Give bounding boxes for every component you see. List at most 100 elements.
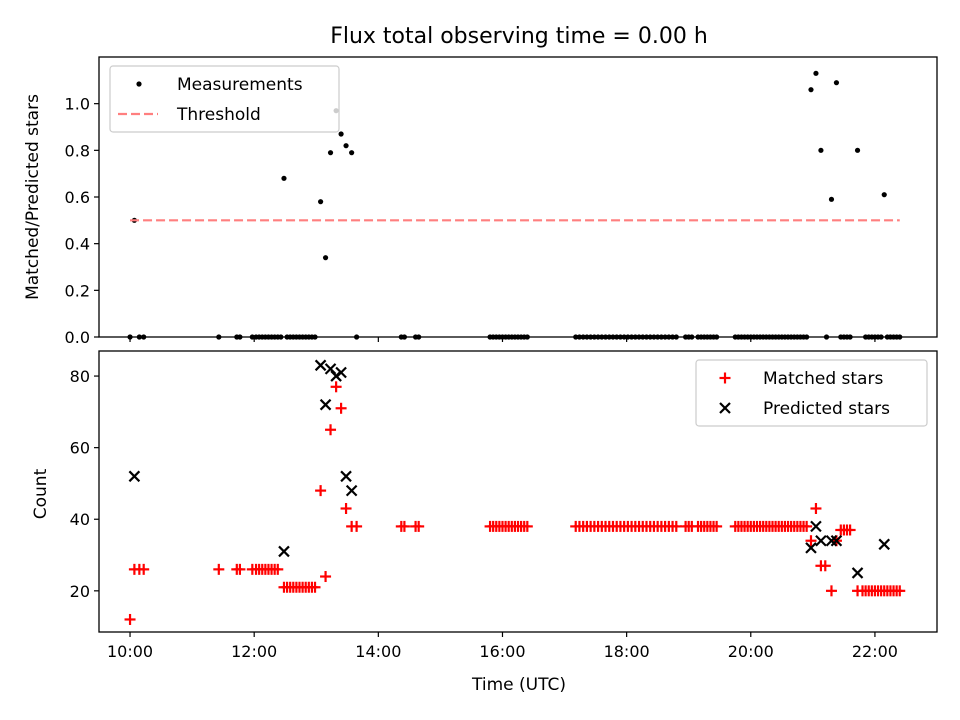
matched-stars-point [351, 520, 363, 532]
measurements-point [662, 334, 668, 340]
measurements-point [847, 334, 853, 340]
measurements-point [136, 334, 142, 340]
measurements-point [651, 334, 657, 340]
legend-measurements-label: Measurements [177, 75, 303, 95]
measurements-point [643, 334, 650, 340]
measurements-point [602, 334, 609, 340]
measurements-point [278, 334, 284, 340]
bottom-y-tick-label: 20 [70, 582, 90, 601]
matched-stars-point [340, 503, 352, 515]
measurements-point [658, 334, 664, 340]
measurements-point [897, 334, 903, 340]
matched-stars-point [819, 560, 831, 572]
predicted-stars-point [345, 484, 358, 497]
legend-predicted-stars-swatch [719, 402, 731, 414]
legend-measurements-swatch [136, 81, 142, 87]
measurements-point [127, 334, 133, 340]
matched-stars-point [711, 520, 723, 532]
measurements-point [573, 334, 579, 340]
predicted-stars-point [335, 366, 347, 379]
matched-stars-point [124, 613, 136, 625]
measurements-point [322, 255, 329, 261]
measurements-point [327, 150, 334, 156]
measurements-point [818, 147, 824, 153]
bottom-legend: Matched stars Predicted stars [695, 359, 928, 427]
measurements-point [349, 150, 355, 156]
legend-box [695, 359, 928, 427]
predicted-stars-point [825, 534, 838, 547]
matched-stars-point [272, 563, 284, 575]
measurements-point [343, 143, 349, 149]
top-legend: Measurements Threshold [109, 65, 340, 133]
bottom-x-tick-label: 18:00 [604, 642, 650, 661]
top-y-tick-label: 1.0 [65, 95, 90, 114]
matched-stars-point [521, 520, 533, 532]
matched-stars-point [801, 520, 813, 532]
measurements-point [655, 334, 661, 340]
measurements-point [338, 131, 344, 137]
measurements-point [584, 334, 590, 340]
bottom-panel: Count Time (UTC) 20 40 60 80 10:00 12:00 14:00… [31, 350, 938, 695]
matched-stars-point [330, 381, 342, 393]
measurements-point [599, 334, 605, 340]
measurements-point [647, 334, 653, 340]
predicted-stars-point [851, 567, 864, 579]
predicted-stars-point [278, 545, 290, 558]
legend-predicted-stars-label: Predicted stars [763, 399, 890, 419]
measurements-point [354, 334, 360, 340]
predicted-stars-point [324, 363, 337, 375]
matched-stars-point [335, 402, 347, 414]
predicted-stars-point [815, 534, 827, 547]
legend-threshold-label: Threshold [176, 105, 261, 125]
measurements-point [854, 147, 861, 153]
bottom-x-tick-label: 12:00 [231, 642, 277, 661]
matched-stars-point [825, 585, 837, 597]
top-y-tick-label: 0.2 [65, 281, 90, 300]
measurements-point [625, 334, 631, 340]
legend-matched-stars-swatch [719, 372, 731, 384]
measurements-point [249, 334, 255, 340]
top-y-tick-label: 0.0 [65, 328, 90, 347]
measurements-point [595, 334, 601, 340]
matched-stars-point [398, 520, 410, 532]
predicted-stars-point [830, 534, 843, 547]
measurements-point [576, 334, 583, 340]
measurements-point [808, 87, 814, 93]
matched-stars-point [413, 520, 425, 532]
predicted-stars-point [314, 359, 327, 372]
measurements-point [881, 192, 887, 198]
matched-stars-point [670, 520, 682, 532]
bottom-x-tick-label: 16:00 [479, 642, 525, 661]
measurements-point [141, 334, 147, 340]
measurements-point [401, 334, 408, 340]
measurements-point [666, 334, 672, 340]
measurements-point [312, 334, 318, 340]
bottom-x-axis-label: Time (UTC) [471, 675, 566, 695]
measurements-point [632, 334, 638, 340]
matched-stars-point [894, 585, 906, 597]
measurements-point [614, 334, 620, 340]
bottom-y-tick-label: 60 [70, 439, 90, 458]
measurements-point [669, 334, 676, 340]
matched-stars-point [138, 563, 150, 575]
measurements-point [673, 334, 679, 340]
measurements-point [714, 334, 720, 340]
bottom-y-axis-label: Count [31, 468, 51, 519]
measurements-point [580, 334, 586, 340]
measurements-point [588, 334, 594, 340]
bottom-x-tick-label: 14:00 [355, 642, 401, 661]
predicted-stars-point [340, 470, 352, 483]
matched-stars-point [844, 524, 856, 536]
matched-stars-point [234, 563, 246, 575]
bottom-x-tick-label: 10:00 [107, 642, 153, 661]
measurements-point [524, 334, 530, 340]
measurements-point [591, 334, 597, 340]
matched-stars-point [805, 535, 817, 547]
bottom-plot-frame [98, 350, 938, 633]
measurements-point [610, 334, 616, 340]
predicted-stars-point [805, 542, 817, 554]
matched-stars-point [810, 503, 822, 515]
figure-title: Flux total observing time = 0.00 h [330, 24, 708, 49]
measurements-point [878, 334, 884, 340]
